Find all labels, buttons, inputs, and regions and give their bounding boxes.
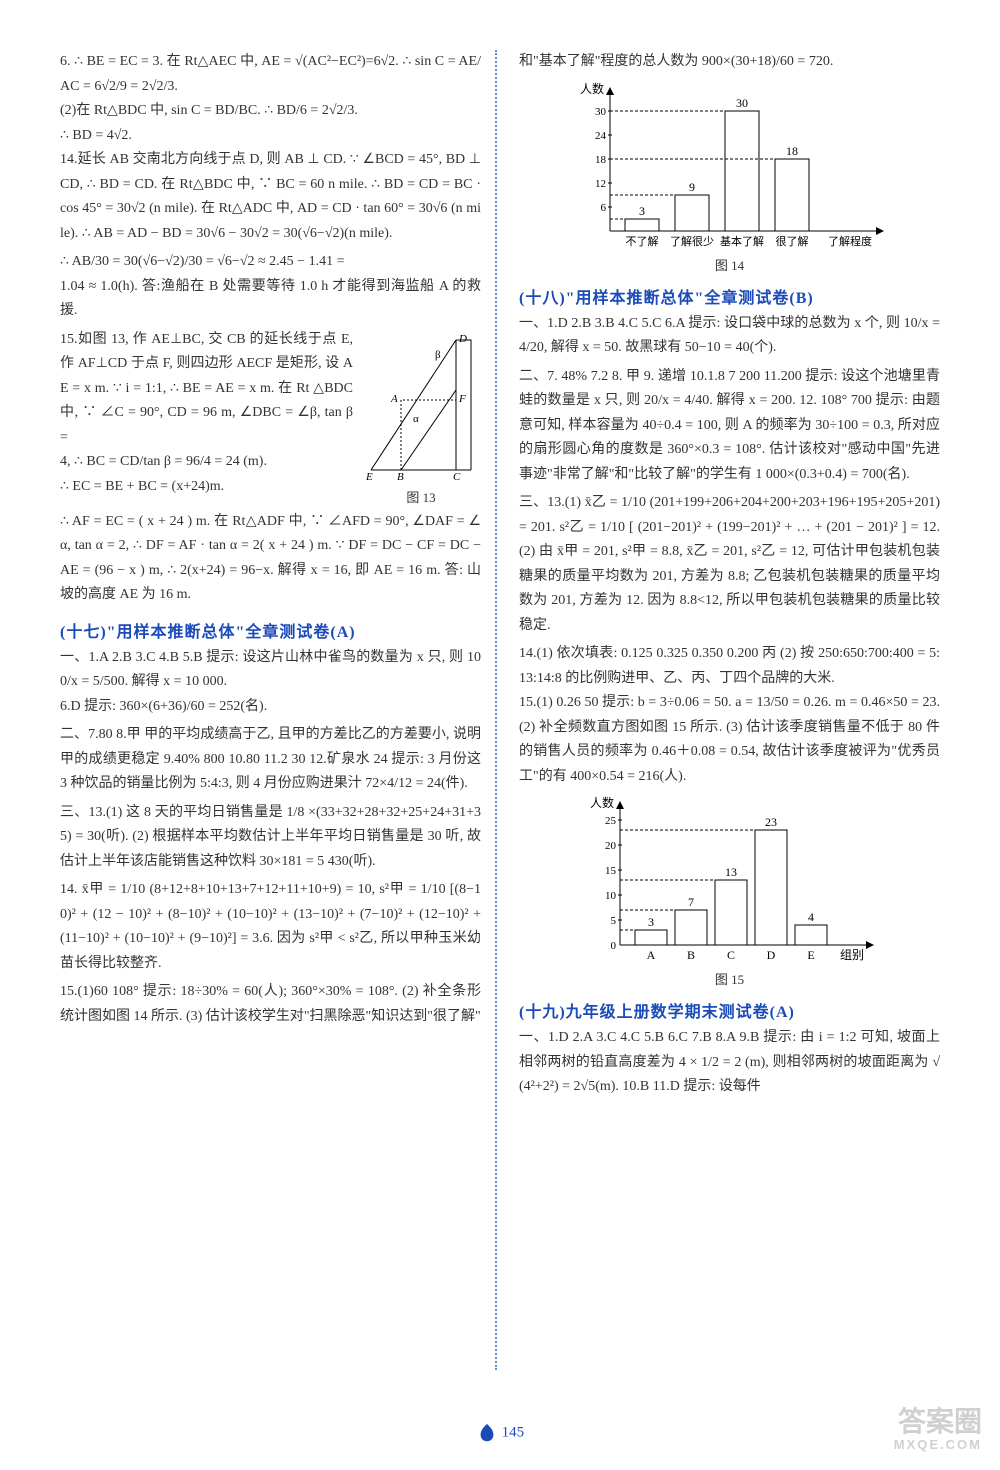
chart-figure-15: 人数 0 5 10 15 20 25 3 7 [570, 795, 890, 965]
svg-text:0: 0 [610, 940, 616, 952]
svg-text:不了解: 不了解 [625, 234, 658, 248]
text-line: 15.(1)60 108° 提示: 18÷30% = 60(人); 360°×3… [60, 980, 481, 1029]
figure-13: E B C D A F β α 图 13 [361, 330, 481, 506]
svg-text:A: A [646, 948, 655, 962]
svg-text:D: D [766, 948, 775, 962]
text-line: 6. ∴ BE = EC = 3. 在 Rt△AEC 中, AE = √(AC²… [60, 50, 481, 99]
text-line: ∴ AF = EC = ( x + 24 ) m. 在 Rt△ADF 中, ∵ … [60, 510, 481, 608]
svg-text:23: 23 [765, 815, 777, 829]
leaf-icon [476, 1422, 498, 1444]
svg-text:25: 25 [605, 815, 617, 827]
watermark-sub: MXQE.COM [894, 1438, 982, 1452]
svg-text:C: C [453, 471, 461, 480]
svg-text:D: D [458, 333, 467, 345]
chart14-ylabel: 人数 [580, 81, 604, 96]
figure-13-caption: 图 13 [361, 487, 481, 506]
svg-text:4: 4 [808, 910, 814, 924]
watermark-main: 答案圈 [898, 1406, 982, 1437]
svg-text:3: 3 [639, 204, 645, 218]
watermark: 答案圈 MXQE.COM [894, 1407, 982, 1452]
svg-text:13: 13 [725, 865, 737, 879]
text-line: (2)在 Rt△BDC 中, sin C = BD/BC. ∴ BD/6 = 2… [60, 99, 481, 124]
svg-text:B: B [397, 471, 404, 480]
page-number: 145 [502, 1424, 525, 1440]
text-line: 二、7. 48% 7.2 8. 甲 9. 递增 10.1.8 7 200 11.… [519, 365, 940, 488]
svg-text:E: E [365, 471, 373, 480]
svg-text:10: 10 [605, 890, 617, 902]
svg-text:组别: 组别 [839, 948, 863, 962]
svg-text:18: 18 [786, 144, 798, 158]
text-line: 15.(1) 0.26 50 提示: b = 3÷0.06 = 50. a = … [519, 691, 940, 789]
text-line: ∴ AB/30 = 30(√6−√2)/30 = √6−√2 ≈ 2.45 − … [60, 250, 481, 275]
section-heading-18: (十八)"用样本推断总体"全章测试卷(B) [519, 284, 940, 308]
svg-text:12: 12 [595, 178, 606, 190]
left-column: 6. ∴ BE = EC = 3. 在 Rt△AEC 中, AE = √(AC²… [60, 50, 497, 1370]
text-line: 一、1.A 2.B 3.C 4.B 5.B 提示: 设这片山林中雀鸟的数量为 x… [60, 646, 481, 695]
svg-text:5: 5 [610, 915, 616, 927]
svg-text:20: 20 [605, 840, 617, 852]
svg-text:β: β [435, 349, 441, 361]
svg-text:很了解: 很了解 [775, 234, 808, 248]
page-footer: 145 [0, 1422, 1000, 1444]
svg-text:了解很少: 了解很少 [670, 234, 714, 248]
chart14-caption: 图 14 [519, 255, 940, 274]
section-heading-19: (十九)九年级上册数学期末测试卷(A) [519, 998, 940, 1022]
svg-text:F: F [458, 393, 466, 405]
text-line: 1.04 ≈ 1.0(h). 答:渔船在 B 处需要等待 1.0 h 才能得到海… [60, 275, 481, 324]
svg-text:α: α [413, 413, 419, 425]
section-heading-17: (十七)"用样本推断总体"全章测试卷(A) [60, 618, 481, 642]
two-column-layout: 6. ∴ BE = EC = 3. 在 Rt△AEC 中, AE = √(AC²… [60, 50, 940, 1370]
text-line: 三、13.(1) 这 8 天的平均日销售量是 1/8 ×(33+32+28+32… [60, 801, 481, 875]
text-line: 一、1.D 2.A 3.C 4.C 5.B 6.C 7.B 8.A 9.B 提示… [519, 1026, 940, 1100]
text-line: 14. x̄甲 = 1/10 (8+12+8+10+13+7+12+11+10+… [60, 878, 481, 976]
text-line: 二、7.80 8.甲 甲的平均成绩高于乙, 且甲的方差比乙的方差要小, 说明甲的… [60, 723, 481, 797]
text-line: 一、1.D 2.B 3.B 4.C 5.C 6.A 提示: 设口袋中球的总数为 … [519, 312, 940, 361]
text-line: 6.D 提示: 360×(6+36)/60 = 252(名). [60, 695, 481, 720]
svg-text:15: 15 [605, 865, 617, 877]
svg-text:24: 24 [595, 130, 607, 142]
svg-text:3: 3 [648, 915, 654, 929]
text-line: 和"基本了解"程度的总人数为 900×(30+18)/60 = 720. [519, 50, 940, 75]
text-line: 14.延长 AB 交南北方向线于点 D, 则 AB ⊥ CD. ∵ ∠BCD =… [60, 148, 481, 246]
svg-text:7: 7 [688, 895, 694, 909]
svg-text:B: B [686, 948, 694, 962]
chart15-ylabel: 人数 [590, 795, 614, 810]
svg-text:C: C [726, 948, 734, 962]
svg-text:了解程度: 了解程度 [828, 234, 872, 248]
svg-text:9: 9 [689, 180, 695, 194]
right-column: 和"基本了解"程度的总人数为 900×(30+18)/60 = 720. 人数 … [515, 50, 940, 1370]
chart15-caption: 图 15 [519, 969, 940, 988]
svg-text:6: 6 [600, 202, 606, 214]
svg-text:30: 30 [736, 96, 748, 110]
svg-text:E: E [807, 948, 814, 962]
svg-text:A: A [390, 393, 398, 405]
svg-text:30: 30 [595, 106, 607, 118]
chart-figure-14: 人数 6 12 18 24 30 3 9 30 [570, 81, 890, 251]
text-line: 三、13.(1) x̄乙 = 1/10 (201+199+206+204+200… [519, 491, 940, 638]
svg-text:基本了解: 基本了解 [720, 234, 764, 248]
text-line: 14.(1) 依次填表: 0.125 0.325 0.350 0.200 丙 (… [519, 642, 940, 691]
text-line: ∴ BD = 4√2. [60, 124, 481, 149]
svg-text:18: 18 [595, 154, 607, 166]
